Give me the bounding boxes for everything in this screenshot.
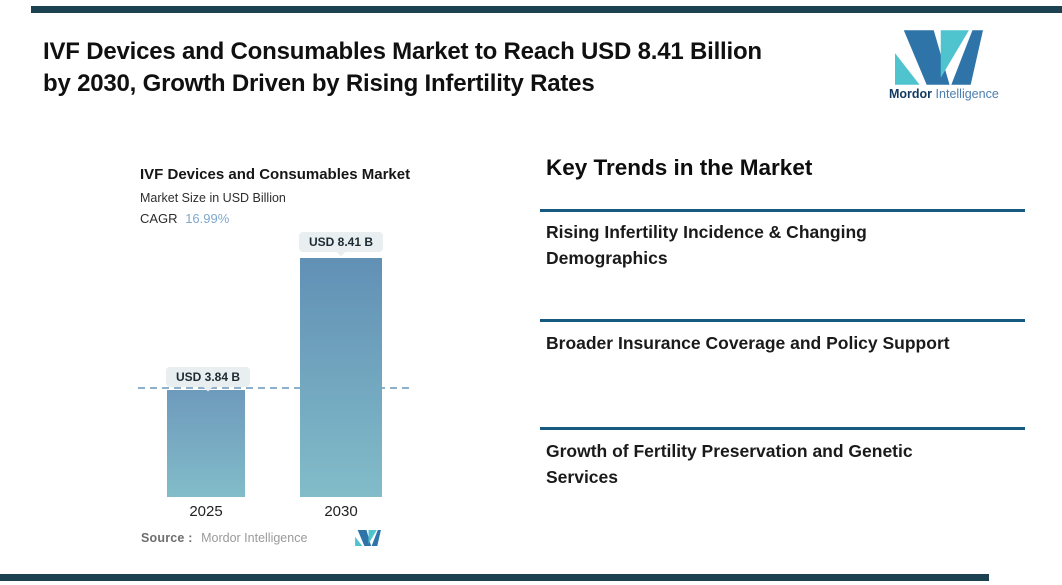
trend-item-2: Broader Insurance Coverage and Policy Su… [546,333,950,353]
brand-logo: Mordor Intelligence [889,30,999,101]
top-accent-bar [31,6,1062,13]
brand-name-secondary: Intelligence [935,87,999,101]
bar-2025 [167,390,245,497]
value-label-2025: USD 3.84 B [166,367,251,387]
bar-2030 [300,258,382,497]
cagr-label: CAGR [140,211,178,226]
brand-wordmark: Mordor Intelligence [889,87,999,101]
baseline-dashed-line [138,387,410,389]
chart-title: IVF Devices and Consumables Market [140,166,411,183]
page-title: IVF Devices and Consumables Market to Re… [43,38,762,97]
chart-subtitle: Market Size in USD Billion [140,191,286,205]
trend-item-1: Rising Infertility Incidence & Changing … [546,222,867,268]
bottom-accent-bar [0,574,989,581]
cagr-line: CAGR 16.99% [140,211,229,226]
source-label: Source : [141,531,193,545]
trend-divider-1 [540,209,1025,212]
source-line: Source : Mordor Intelligence [141,531,307,545]
trend-divider-2 [540,319,1025,322]
trend-item-3: Growth of Fertility Preservation and Gen… [546,441,913,487]
trends-heading: Key Trends in the Market [546,155,813,180]
source-logo-icon [355,530,381,546]
x-axis-label-2030: 2030 [324,503,358,520]
trend-divider-3 [540,427,1025,430]
x-axis-label-2025: 2025 [189,503,223,520]
brand-name-primary: Mordor [889,87,933,101]
mordor-intelligence-logo-icon [895,30,983,85]
cagr-value: 16.99% [185,211,230,226]
source-value: Mordor Intelligence [201,531,308,545]
value-label-2030: USD 8.41 B [299,232,384,252]
